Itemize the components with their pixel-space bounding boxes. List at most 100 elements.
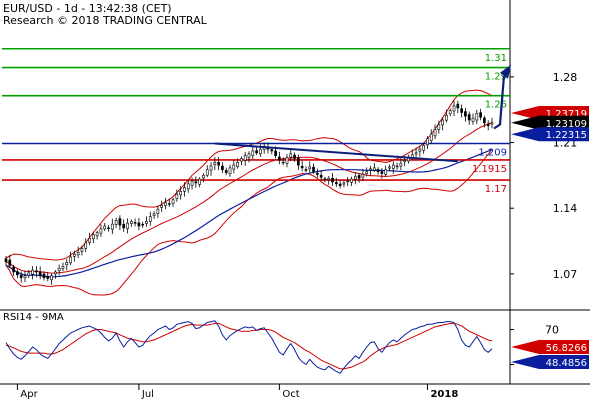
candle <box>240 156 243 166</box>
candle-body <box>236 161 239 167</box>
candle <box>164 197 167 210</box>
rsi-value-tag-bg <box>511 355 589 369</box>
candle-body <box>126 222 129 230</box>
candle <box>31 266 34 280</box>
candle-body <box>95 232 99 237</box>
candle-body <box>228 167 232 175</box>
candle <box>12 264 15 276</box>
candle <box>361 168 365 182</box>
candle-body <box>369 168 372 171</box>
candle-body <box>403 160 407 163</box>
price-tag-bg <box>511 115 589 130</box>
chart-copyright: Research © 2018 TRADING CENTRAL <box>3 14 207 27</box>
candle <box>23 270 27 283</box>
rsi-tick-label: 70 <box>545 324 559 337</box>
candle <box>141 221 145 228</box>
candle <box>426 136 429 150</box>
candle-body <box>281 161 285 164</box>
candle <box>4 255 8 266</box>
candle <box>429 129 433 144</box>
candle <box>308 161 312 173</box>
candle-body <box>448 110 452 115</box>
candle <box>346 176 350 187</box>
candle <box>236 158 239 169</box>
grid-layer <box>0 0 590 385</box>
candle-body <box>164 202 167 206</box>
candle-body <box>486 123 490 126</box>
candle-body <box>475 113 479 121</box>
candle <box>133 218 137 227</box>
candle <box>243 151 247 166</box>
candle <box>479 108 482 121</box>
candle-body <box>145 221 148 224</box>
candle <box>342 180 346 188</box>
candle-body <box>179 191 183 196</box>
candle <box>107 225 110 232</box>
candle <box>232 159 236 174</box>
candle-body <box>19 274 23 278</box>
candle <box>357 173 361 183</box>
candle-body <box>422 145 426 151</box>
candle-body <box>221 165 224 171</box>
candle <box>380 168 384 179</box>
candle-body <box>471 117 475 122</box>
candle <box>35 266 38 278</box>
candle-body <box>418 148 422 152</box>
candle <box>278 151 281 165</box>
trendline-layer <box>214 64 511 163</box>
candle-body <box>224 170 228 173</box>
candle <box>270 147 274 155</box>
candle <box>319 170 323 181</box>
candle-body <box>437 124 441 130</box>
candle <box>372 163 376 173</box>
candle <box>114 217 118 228</box>
candle <box>391 161 395 174</box>
time-tick-label: 2018 <box>430 389 458 400</box>
candle-body <box>334 182 338 185</box>
candle <box>148 211 152 226</box>
candle-body <box>274 150 277 156</box>
candle-body <box>114 220 118 225</box>
candle <box>490 117 494 129</box>
candle-body <box>308 166 312 170</box>
candle-body <box>380 171 384 174</box>
candle <box>42 271 46 281</box>
candle <box>198 177 201 188</box>
candle-body <box>399 162 403 167</box>
candle-body <box>467 114 471 121</box>
bollinger-upper-line <box>5 89 493 261</box>
candle <box>171 197 175 207</box>
candle <box>205 165 209 178</box>
candle <box>103 223 107 232</box>
candle-body <box>84 242 88 249</box>
candle-body <box>38 271 42 277</box>
candle-body <box>160 205 164 208</box>
level-label: 1.17 <box>485 184 507 195</box>
candle <box>464 107 467 122</box>
moving-average-layer <box>5 149 493 278</box>
candle <box>395 162 399 170</box>
candle <box>50 273 53 285</box>
candle <box>293 152 296 163</box>
candle-body <box>391 164 395 169</box>
candle-body <box>23 275 27 279</box>
candle <box>289 149 293 161</box>
candle-body <box>171 199 175 205</box>
candle <box>183 182 186 197</box>
candle-body <box>137 222 141 227</box>
candle <box>448 108 452 117</box>
candle <box>152 211 156 220</box>
candle-body <box>91 234 95 239</box>
candle-body <box>460 108 463 113</box>
candle <box>350 176 353 187</box>
price-tag-label: 1.23719 <box>546 109 587 120</box>
rsi-value-tag-bg <box>511 340 589 354</box>
candle <box>118 215 122 231</box>
candle-body <box>255 150 258 154</box>
candle <box>126 218 129 234</box>
candle <box>433 124 437 140</box>
price-tag: 1.23109 <box>511 115 589 130</box>
candle <box>65 258 69 271</box>
level-label: 1.1915 <box>472 164 507 175</box>
candle <box>297 154 300 170</box>
